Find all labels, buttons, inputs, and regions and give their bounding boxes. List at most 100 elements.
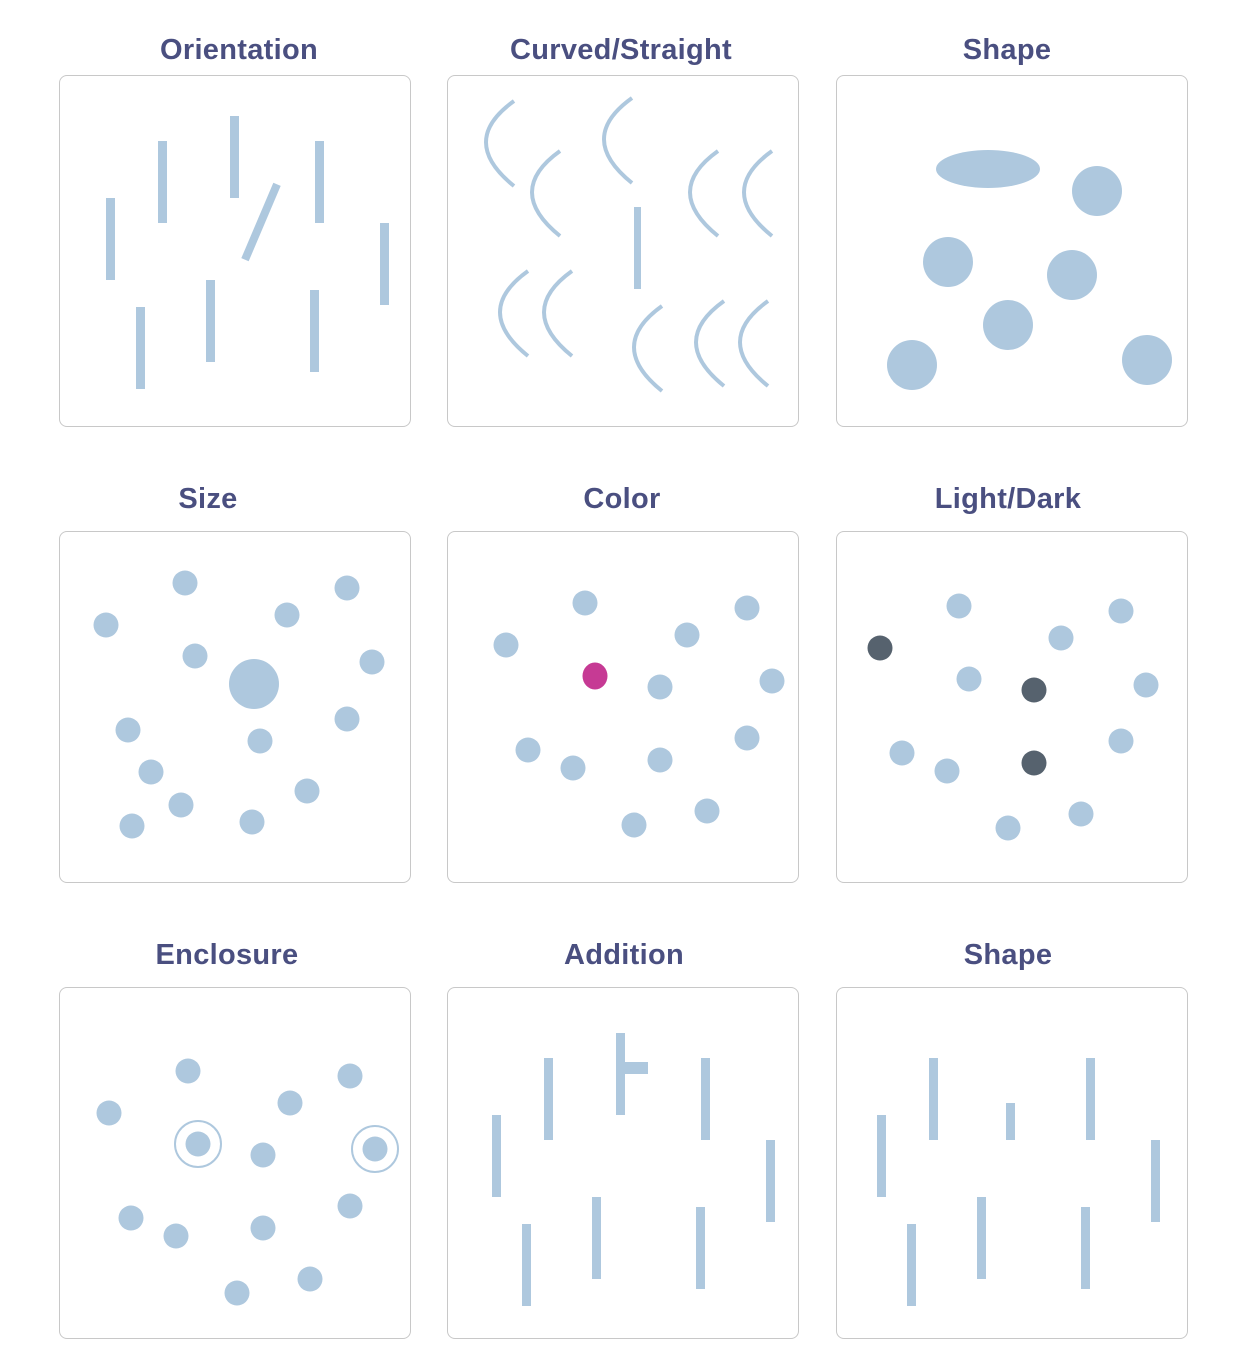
dot: [274, 602, 300, 628]
dot: [175, 1058, 201, 1084]
dot: [297, 1266, 323, 1292]
dot: [118, 1205, 144, 1231]
bar: [492, 1115, 501, 1197]
dot: [96, 1100, 122, 1126]
dot: [647, 674, 673, 700]
enclosure-ring: [351, 1125, 399, 1173]
bar: [907, 1224, 916, 1306]
dot: [1072, 166, 1122, 216]
curve: [694, 299, 726, 388]
bar: [929, 1058, 938, 1140]
dot: [1108, 728, 1134, 754]
curve: [542, 269, 574, 358]
curved-straight-figure: [484, 96, 774, 393]
dot: [359, 649, 385, 675]
bar: [380, 223, 389, 305]
bar: [1151, 1140, 1160, 1222]
size-figure: [93, 570, 385, 839]
dot: [250, 1215, 276, 1241]
curve: [742, 149, 774, 238]
panel-color: [447, 531, 799, 883]
addition-mark: [625, 1062, 648, 1074]
bar: [522, 1224, 531, 1306]
panel-title-addition: Addition: [564, 939, 684, 971]
dot: [956, 666, 982, 692]
dot: [362, 1136, 388, 1162]
dot: [734, 725, 760, 751]
curve: [530, 149, 562, 238]
bar: [766, 1140, 775, 1222]
dot: [946, 593, 972, 619]
dot: [93, 612, 119, 638]
bar-short: [1006, 1103, 1015, 1140]
straight-bar: [634, 207, 641, 289]
panel-shape-ellipse: [836, 75, 1188, 427]
dot: [294, 778, 320, 804]
panel-size: [59, 531, 411, 883]
dot: [277, 1090, 303, 1116]
dot: [337, 1193, 363, 1219]
panel-title-orientation: Orientation: [160, 34, 318, 66]
dot: [923, 237, 973, 287]
bar: [1086, 1058, 1095, 1140]
dot: [182, 643, 208, 669]
bar: [206, 280, 215, 362]
enclosure-figure: [96, 1058, 399, 1306]
dot: [168, 792, 194, 818]
dot: [1047, 250, 1097, 300]
panel-orientation: [59, 75, 411, 427]
dot: [224, 1280, 250, 1306]
panel-light-dark: [836, 531, 1188, 883]
dot: [250, 1142, 276, 1168]
bar: [310, 290, 319, 372]
bar: [877, 1115, 886, 1197]
orientation-figure: [106, 116, 389, 389]
dot: [647, 747, 673, 773]
dot-dark: [1021, 677, 1047, 703]
panel-title-enclosure: Enclosure: [155, 939, 299, 971]
dot-highlight: [582, 662, 608, 690]
dot: [734, 595, 760, 621]
panel-title-color: Color: [583, 483, 661, 515]
bar: [158, 141, 167, 223]
panel-shape-lines: [836, 987, 1188, 1339]
dot: [560, 755, 586, 781]
dot: [239, 809, 265, 835]
panel-title-light-dark: Light/Dark: [934, 483, 1082, 515]
light-dark-figure: [867, 593, 1159, 841]
curve: [602, 96, 634, 185]
panel-addition: [447, 987, 799, 1339]
enclosure-ring: [174, 1120, 222, 1168]
dot: [934, 758, 960, 784]
dot: [334, 575, 360, 601]
dot: [1133, 672, 1159, 698]
panel-title-shape-lines: Shape: [963, 939, 1053, 971]
addition-figure: [492, 1033, 775, 1306]
panel-curved-straight: [447, 75, 799, 427]
panel-title-shape: Shape: [962, 34, 1052, 66]
curve: [498, 269, 530, 358]
dot: [247, 728, 273, 754]
dot: [115, 717, 141, 743]
dot: [1122, 335, 1172, 385]
bar: [977, 1197, 986, 1279]
color-figure: [493, 590, 785, 838]
bar: [136, 307, 145, 389]
curve: [632, 304, 664, 393]
ellipse: [936, 150, 1040, 188]
dot: [674, 622, 700, 648]
bar-tilted: [241, 182, 281, 262]
dot: [138, 759, 164, 785]
bar: [1081, 1207, 1090, 1289]
dot: [572, 590, 598, 616]
dot: [163, 1223, 189, 1249]
dot: [889, 740, 915, 766]
curve: [688, 149, 720, 238]
dot: [337, 1063, 363, 1089]
dot: [119, 813, 145, 839]
dot: [1048, 625, 1074, 651]
dot-dark: [1021, 750, 1047, 776]
dot: [887, 340, 937, 390]
dot: [493, 632, 519, 658]
bar: [544, 1058, 553, 1140]
